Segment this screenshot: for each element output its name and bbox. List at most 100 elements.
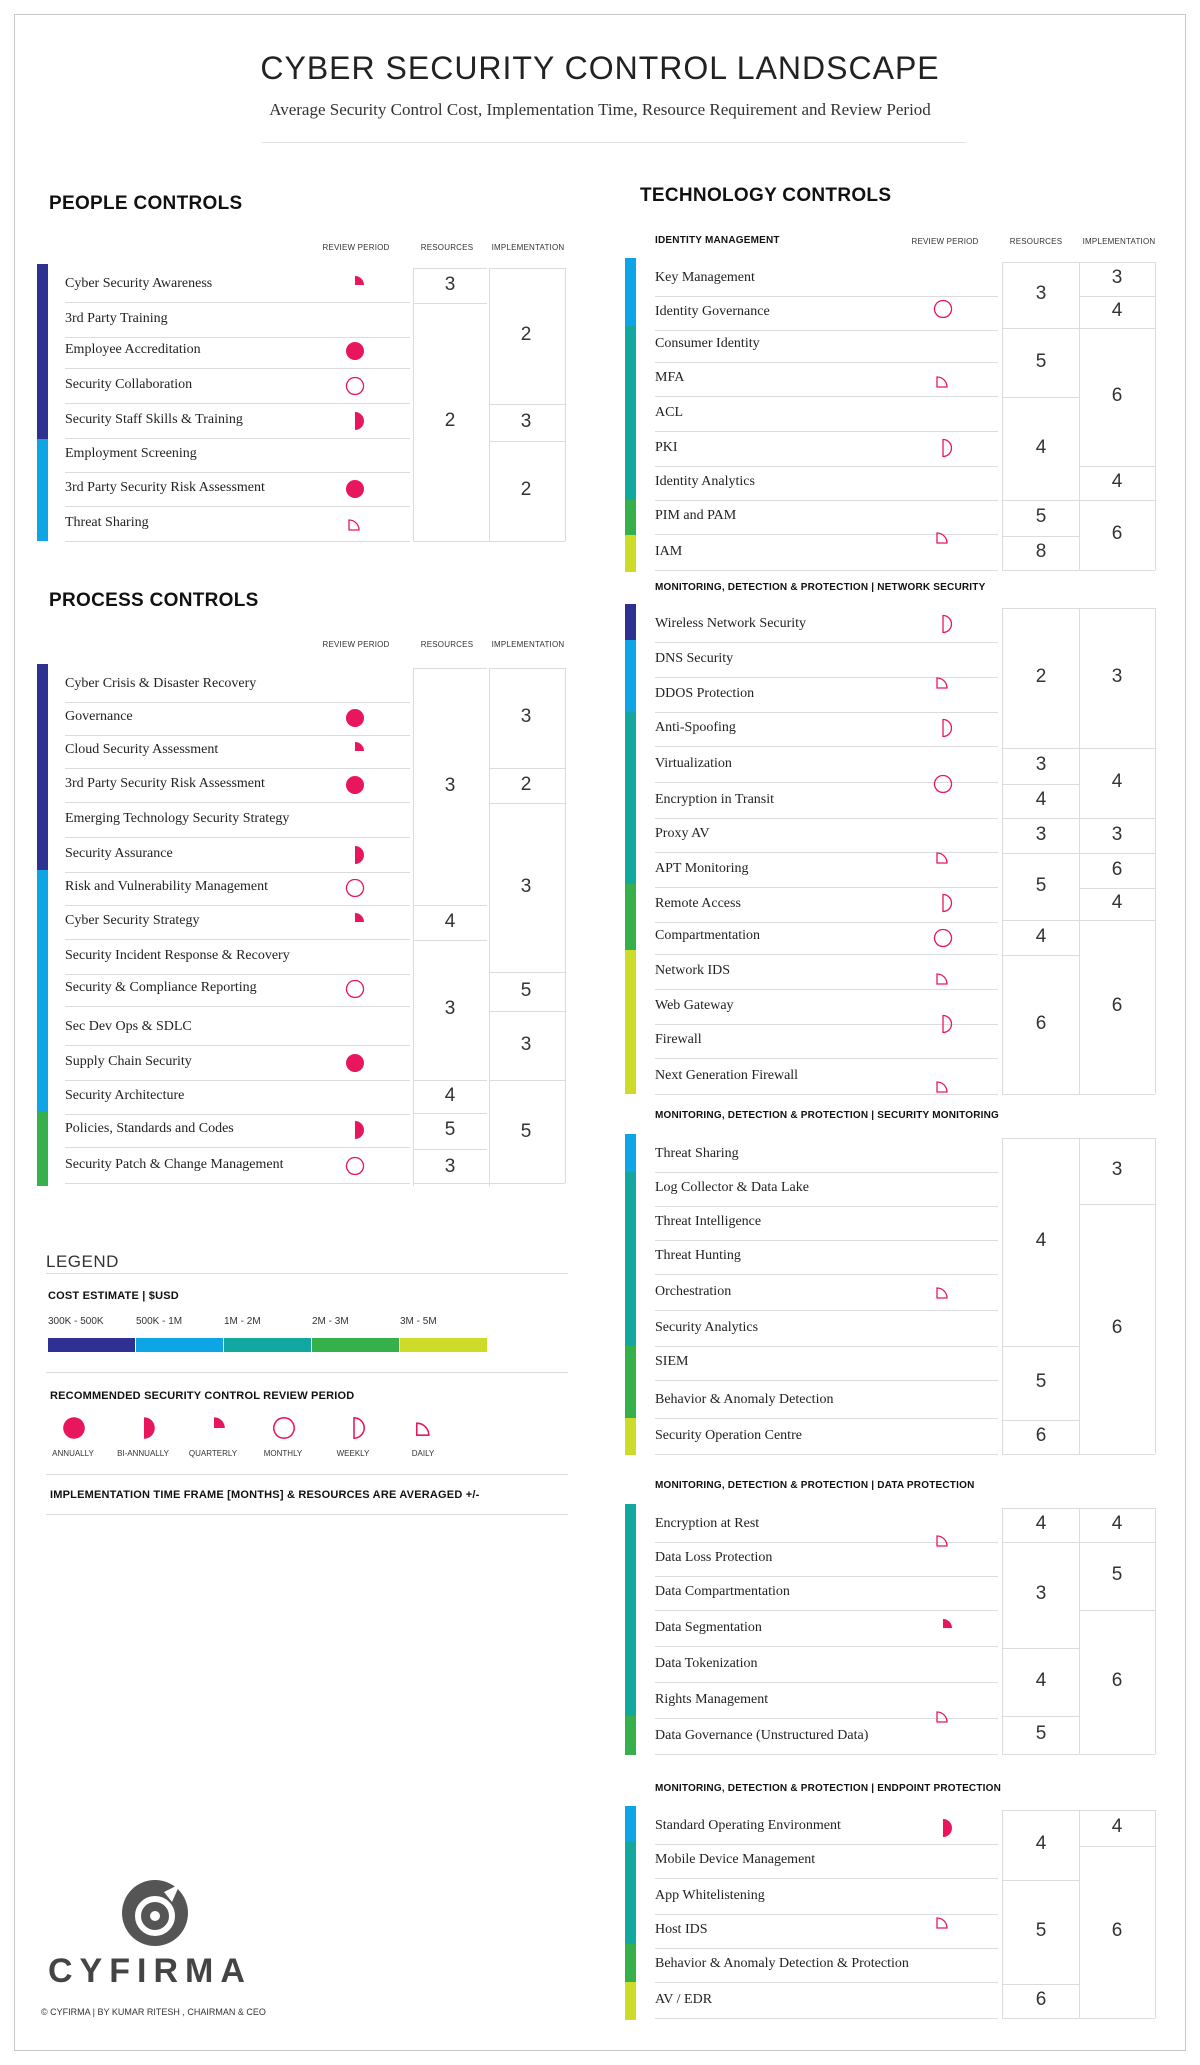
monitoring-section-title: MONITORING, DETECTION & PROTECTION | SEC… xyxy=(655,1110,1000,1121)
network-res-cell-left xyxy=(1002,818,1003,853)
network-row-line xyxy=(655,746,998,747)
network-row-label: Network IDS xyxy=(655,963,731,978)
network-row-label: Compartmentation xyxy=(655,928,760,943)
process-row-label: Security Incident Response & Recovery xyxy=(65,948,290,963)
endpoint-resources-value: 6 xyxy=(1035,1989,1047,2010)
network-row-line xyxy=(655,712,998,713)
process-imp-cell-left xyxy=(489,972,490,1011)
process-res-cell-top xyxy=(413,668,487,669)
process-col-resources: RESOURCES xyxy=(420,640,474,649)
monitoring-right-edge xyxy=(1155,1138,1156,1454)
network-imp-cell-top xyxy=(1079,888,1155,889)
monitoring-cost-bar xyxy=(625,1346,636,1418)
monitoring-cost-bar xyxy=(625,1172,636,1346)
network-imp-cell-left xyxy=(1079,748,1080,818)
network-imp-cell-top xyxy=(1079,920,1155,921)
monitoring-res-cell-left xyxy=(1002,1420,1003,1454)
people-res-cell-left xyxy=(413,268,414,303)
network-cost-bar xyxy=(625,884,636,950)
monitoring-row-line xyxy=(655,1346,998,1347)
cost-range-swatch xyxy=(48,1338,136,1352)
people-row-line xyxy=(65,506,410,507)
process-imp-cell-left xyxy=(489,1080,490,1186)
process-title: PROCESS CONTROLS xyxy=(49,590,259,611)
bi-annually-icon xyxy=(355,412,364,430)
data-implementation-value: 4 xyxy=(1111,1513,1123,1534)
process-res-cell-left xyxy=(413,940,414,1080)
identity-res-cell-top xyxy=(1002,397,1079,398)
network-row-label: DNS Security xyxy=(655,651,734,666)
monitoring-imp-cell-top xyxy=(1079,1138,1155,1139)
review-period-label: QUARTERLY xyxy=(188,1449,238,1458)
annually-icon xyxy=(345,342,364,360)
process-implementation-value: 2 xyxy=(520,773,532,795)
network-row-line xyxy=(655,1058,998,1059)
network-res-cell-top xyxy=(1002,818,1079,819)
process-resources-value: 5 xyxy=(444,1119,456,1140)
review-period-title: RECOMMENDED SECURITY CONTROL REVIEW PERI… xyxy=(50,1390,355,1402)
identity-cost-bar xyxy=(625,258,636,326)
bi-annually-icon xyxy=(943,1819,952,1837)
process-row-label: Sec Dev Ops & SDLC xyxy=(65,1019,192,1034)
process-row-line xyxy=(65,872,410,873)
network-cost-bar xyxy=(625,640,636,712)
legend-note: IMPLEMENTATION TIME FRAME [MONTHS] & RES… xyxy=(50,1489,480,1501)
daily-icon xyxy=(936,1081,948,1093)
process-row-label: Security Assurance xyxy=(65,846,173,861)
cost-range-swatch xyxy=(136,1338,224,1352)
process-implementation-value: 3 xyxy=(520,706,532,727)
people-row-line xyxy=(65,337,410,338)
people-row-label: Employment Screening xyxy=(65,446,197,461)
process-row-label: Governance xyxy=(65,709,133,724)
identity-imp-cell-left xyxy=(1079,296,1080,328)
identity-resources-value: 8 xyxy=(1035,541,1047,562)
process-res-cell-top xyxy=(413,940,487,941)
network-resources-value: 3 xyxy=(1035,754,1047,775)
monitoring-cost-bar xyxy=(625,1418,636,1455)
network-imp-cell-top xyxy=(1079,853,1155,854)
data-row-line xyxy=(655,1718,998,1719)
monitoring-row-label: SIEM xyxy=(655,1354,689,1369)
network-res-cell-top xyxy=(1002,608,1079,609)
identity-resources-value: 4 xyxy=(1035,436,1047,458)
network-implementation-value: 3 xyxy=(1111,666,1123,687)
network-imp-cell-top xyxy=(1079,608,1155,609)
identity-res-cell-left xyxy=(1002,500,1003,536)
process-row-line xyxy=(65,1114,410,1115)
data-res-cell-top xyxy=(1002,1508,1079,1509)
monitoring-row-label: Log Collector & Data Lake xyxy=(655,1180,809,1195)
data-section-title: MONITORING, DETECTION & PROTECTION | DAT… xyxy=(655,1480,975,1491)
annually-icon xyxy=(345,776,364,794)
endpoint-row-line xyxy=(655,1878,998,1879)
people-imp-cell-top xyxy=(489,441,565,442)
process-imp-cell-left xyxy=(489,668,490,768)
monitoring-imp-cell-left xyxy=(1079,1204,1080,1454)
network-row-label: Remote Access xyxy=(655,896,741,911)
data-res-cell-top xyxy=(1002,1716,1079,1717)
process-row-label: Policies, Standards and Codes xyxy=(65,1121,234,1136)
monitoring-row-line xyxy=(655,1206,998,1207)
network-res-cell-top xyxy=(1002,853,1079,854)
network-res-cell-top xyxy=(1002,748,1079,749)
identity-resources-value: 3 xyxy=(1035,283,1047,304)
legend-rule xyxy=(46,1273,568,1274)
identity-row-label: MFA xyxy=(655,370,685,385)
network-row-label: Virtualization xyxy=(655,756,732,771)
monthly-icon xyxy=(933,774,953,794)
process-imp-cell-left xyxy=(489,1011,490,1080)
process-row-line xyxy=(65,905,410,906)
annually-legend-icon xyxy=(63,1417,85,1439)
identity-res-cell-top xyxy=(1002,536,1079,537)
endpoint-row-line xyxy=(655,1948,998,1949)
network-row-label: Wireless Network Security xyxy=(655,616,807,631)
network-row-label: APT Monitoring xyxy=(655,861,749,876)
process-res-cell-left xyxy=(413,905,414,940)
monthly-icon xyxy=(933,928,953,948)
data-cost-bar xyxy=(625,1504,636,1716)
process-row-line xyxy=(65,735,410,736)
monitoring-imp-cell-top xyxy=(1079,1204,1155,1205)
monitoring-row-line xyxy=(655,1310,998,1311)
identity-section-title: IDENTITY MANAGEMENT xyxy=(655,235,780,246)
process-row-line xyxy=(65,974,410,975)
weekly-icon xyxy=(942,1014,953,1034)
